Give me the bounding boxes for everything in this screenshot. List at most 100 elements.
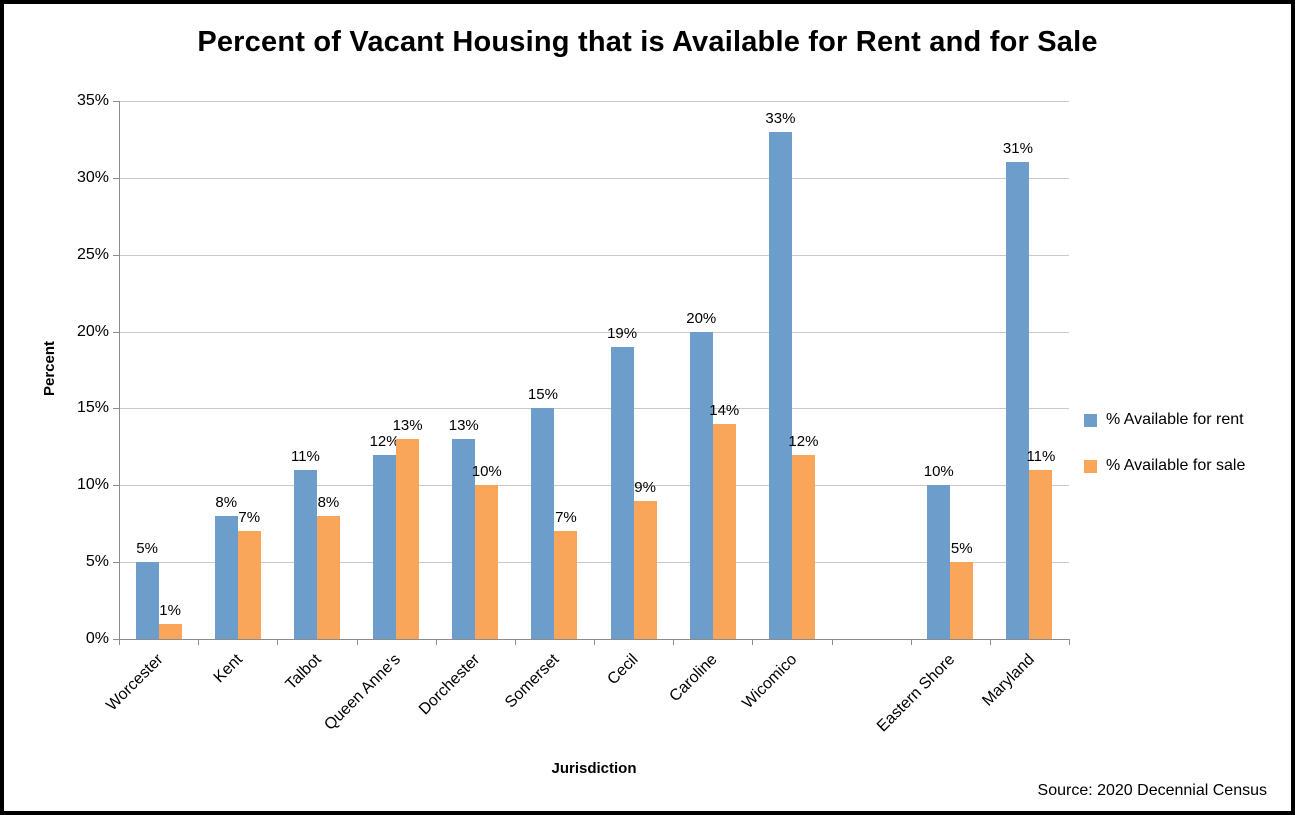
bar-rent	[452, 439, 476, 639]
x-tick-label: Somerset	[502, 651, 563, 712]
bar-data-label: 20%	[686, 309, 717, 327]
bar-sale	[950, 562, 974, 639]
bar-rent	[531, 408, 555, 639]
y-tick-label: 0%	[85, 630, 109, 647]
y-tick-mark	[113, 331, 119, 333]
y-axis-line	[119, 101, 120, 639]
x-tick-mark	[673, 639, 675, 645]
legend-label-rent: % Available for rent	[1106, 411, 1244, 428]
y-tick-label: 30%	[76, 168, 109, 186]
bar-data-label: 15%	[527, 386, 558, 404]
legend-item-sale: % Available for sale	[1084, 457, 1245, 475]
bar-data-label: 12%	[788, 432, 819, 450]
gridline	[119, 101, 1069, 102]
x-tick-label: Queen Anne's	[321, 651, 405, 734]
bar-rent	[214, 516, 238, 639]
gridline	[119, 408, 1069, 410]
bar-data-label: 8%	[317, 494, 340, 512]
x-tick-mark	[198, 639, 200, 645]
bar-sale	[1029, 469, 1053, 639]
x-tick-label: Dorchester	[415, 651, 484, 719]
bar-rent	[373, 454, 397, 639]
bar-rent	[768, 131, 792, 639]
x-tick-label: Kent	[210, 651, 246, 687]
y-tick-mark	[113, 639, 119, 640]
x-tick-label: Caroline	[666, 651, 721, 706]
bar-data-label: 31%	[1002, 140, 1033, 158]
gridline	[119, 331, 1069, 333]
x-axis-title: Jurisdiction	[551, 760, 637, 777]
bar-data-label: 14%	[709, 401, 740, 419]
bar-data-label: 10%	[471, 463, 502, 481]
x-tick-mark	[1069, 639, 1070, 645]
bar-rent	[293, 469, 317, 639]
bar-data-label: 7%	[238, 509, 261, 527]
x-tick-mark	[356, 639, 358, 645]
y-tick-mark	[113, 177, 119, 179]
bar-rent	[927, 485, 951, 639]
legend-item-rent: % Available for rent	[1084, 411, 1245, 429]
bar-data-label: 12%	[369, 432, 400, 450]
y-tick-label: 5%	[85, 553, 109, 571]
bar-sale	[633, 500, 657, 639]
y-tick-label: 25%	[76, 245, 109, 263]
plot-area: Percent of Vacant Housing that is Availa…	[4, 4, 1291, 811]
bar-data-label: 10%	[923, 463, 954, 481]
x-tick-label: Talbot	[282, 651, 325, 694]
bar-data-label: 33%	[765, 109, 796, 127]
y-tick-mark	[113, 101, 119, 102]
legend-label-sale: % Available for sale	[1106, 457, 1246, 474]
bar-data-label: 9%	[634, 478, 656, 496]
bar-data-label: 19%	[607, 324, 638, 342]
bar-sale	[316, 516, 340, 639]
x-tick-label: Worcester	[103, 651, 167, 715]
gridline	[119, 485, 1069, 487]
bar-rent	[135, 562, 159, 639]
gridline	[119, 562, 1069, 564]
bar-sale	[791, 454, 815, 639]
gridline	[119, 177, 1069, 179]
y-tick-label: 20%	[76, 322, 109, 340]
y-tick-mark	[113, 254, 119, 256]
bar-rent	[689, 331, 713, 639]
y-tick-label: 15%	[76, 399, 109, 417]
bar-rent	[1006, 162, 1030, 639]
bar-data-label: 11%	[1026, 447, 1056, 465]
legend: % Available for rent % Available for sal…	[1084, 411, 1245, 503]
bar-sale	[237, 531, 261, 639]
x-tick-mark	[831, 639, 833, 645]
x-tick-mark	[514, 639, 516, 645]
bar-data-label: 13%	[448, 417, 479, 435]
bar-sale	[158, 623, 182, 639]
x-tick-mark	[594, 639, 595, 645]
y-tick-mark	[113, 562, 119, 564]
legend-swatch-sale	[1084, 459, 1097, 473]
bar-data-label: 1%	[159, 601, 181, 619]
bar-sale	[712, 423, 736, 639]
legend-swatch-rent	[1084, 413, 1097, 427]
bar-data-label: 5%	[136, 540, 158, 558]
bar-data-label: 13%	[392, 417, 423, 435]
x-tick-mark	[989, 639, 991, 645]
bar-data-label: 5%	[950, 540, 973, 558]
bar-data-label: 8%	[215, 494, 238, 512]
gridline	[119, 254, 1069, 256]
x-tick-mark	[910, 639, 912, 645]
x-tick-label: Eastern Shore	[873, 651, 959, 736]
bar-sale	[554, 531, 578, 639]
x-tick-label: Wicomico	[738, 651, 800, 713]
bar-rent	[610, 346, 634, 639]
x-tick-mark	[277, 639, 279, 645]
bar-sale	[396, 439, 420, 639]
bar-sale	[475, 485, 499, 639]
y-tick-label: 35%	[76, 92, 109, 109]
y-tick-label: 10%	[76, 476, 109, 494]
bar-data-label: 11%	[290, 447, 320, 465]
bar-data-label: 7%	[555, 509, 577, 527]
y-tick-mark	[113, 485, 119, 487]
chart-title: Percent of Vacant Housing that is Availa…	[197, 26, 1098, 58]
y-tick-mark	[113, 408, 119, 410]
source-note: Source: 2020 Decennial Census	[1037, 782, 1267, 799]
x-tick-label: Maryland	[978, 651, 1038, 710]
